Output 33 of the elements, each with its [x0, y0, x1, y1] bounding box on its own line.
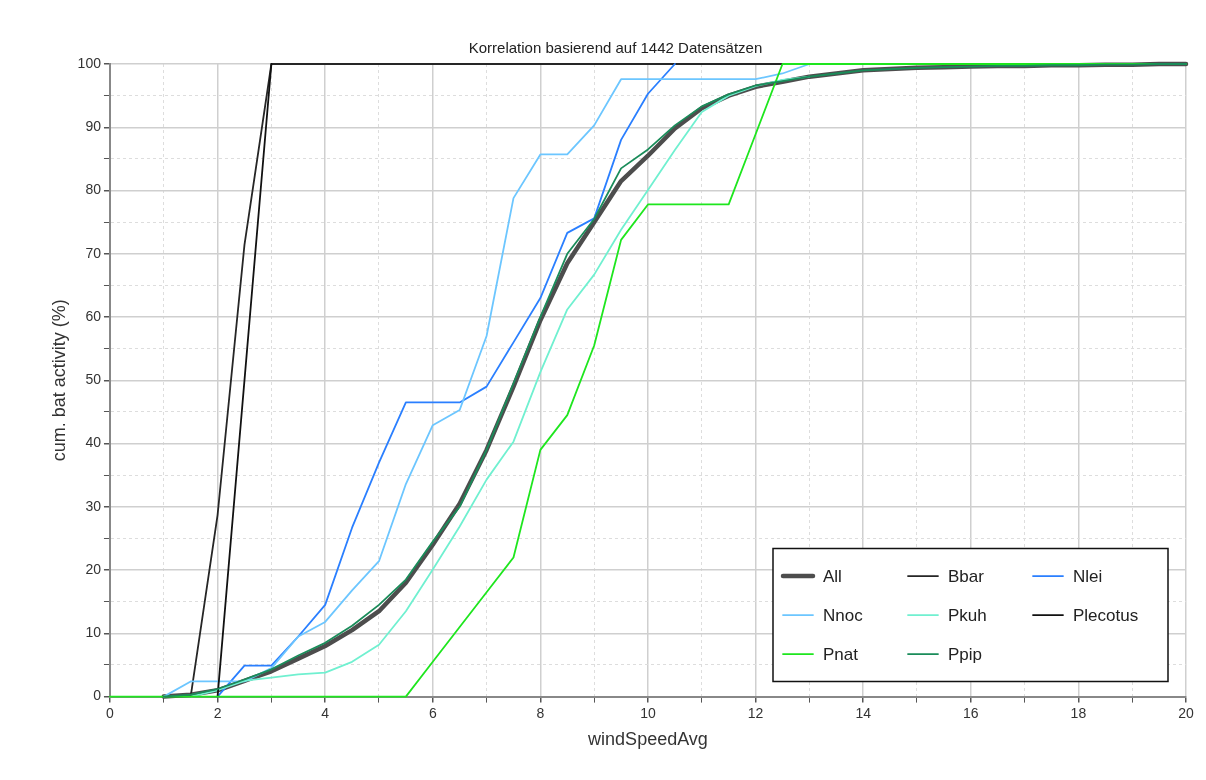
- x-tick-label: 16: [963, 704, 979, 721]
- x-tick-label: 0: [106, 704, 115, 721]
- legend-label: Bbar: [948, 566, 985, 586]
- y-tick-label: 40: [85, 434, 102, 451]
- legend-label: Plecotus: [1073, 605, 1139, 625]
- x-tick-label: 12: [747, 704, 764, 721]
- y-tick-label: 60: [85, 307, 102, 324]
- y-tick-label: 10: [85, 624, 102, 641]
- y-axis-title: cum. bat activity (%): [48, 299, 69, 462]
- chart-title: Korrelation basierend auf 1442 Datensätzen: [468, 39, 763, 57]
- y-tick-label: 100: [77, 54, 102, 71]
- legend-label: Pkuh: [948, 605, 987, 625]
- y-tick-label: 20: [85, 560, 102, 577]
- y-tick-label: 50: [85, 371, 102, 388]
- y-tick-label: 30: [85, 497, 102, 514]
- legend-label: Nlei: [1073, 566, 1103, 586]
- y-tick-label: 0: [93, 687, 102, 704]
- x-tick-label: 10: [640, 704, 656, 721]
- x-tick-label: 4: [321, 704, 330, 721]
- x-axis-title: windSpeedAvg: [587, 729, 708, 750]
- legend-label: Nnoc: [823, 605, 864, 625]
- x-tick-label: 14: [855, 704, 872, 721]
- x-tick-label: 18: [1070, 704, 1087, 721]
- x-tick-label: 20: [1178, 704, 1194, 721]
- x-tick-label: 6: [428, 704, 437, 721]
- y-tick-label: 90: [85, 118, 102, 135]
- legend-label: Pnat: [823, 644, 859, 664]
- x-tick-label: 2: [213, 704, 222, 721]
- legend-label: All: [823, 566, 842, 586]
- x-tick-label: 8: [536, 704, 545, 721]
- y-tick-label: 80: [85, 181, 102, 198]
- y-tick-label: 70: [85, 244, 102, 261]
- legend-label: Ppip: [948, 644, 983, 664]
